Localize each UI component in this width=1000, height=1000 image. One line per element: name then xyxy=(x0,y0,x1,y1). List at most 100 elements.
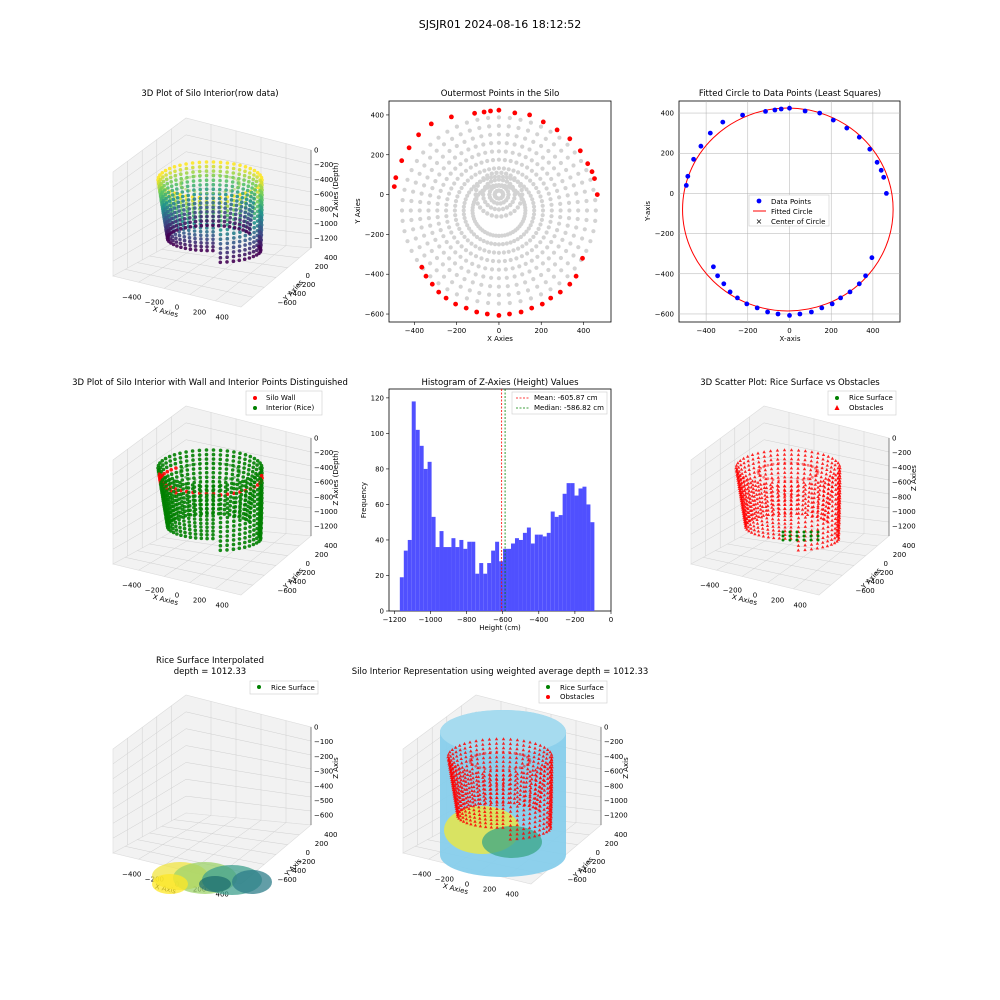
p8-point xyxy=(548,796,552,800)
p4-point xyxy=(181,491,186,496)
p8-point xyxy=(541,758,545,762)
p6-point xyxy=(741,505,745,509)
p8-point xyxy=(476,775,481,779)
p1-point xyxy=(167,218,171,222)
p1-inner-point xyxy=(223,190,227,194)
p6-point xyxy=(741,456,746,460)
p6-inner-point xyxy=(795,479,799,482)
p6-point xyxy=(747,468,751,471)
p1-point xyxy=(218,255,223,260)
p8-point xyxy=(482,769,486,773)
p1-point xyxy=(193,240,198,245)
p4-point xyxy=(249,482,253,487)
p2-inner-point xyxy=(584,208,590,213)
p4-point xyxy=(171,530,176,535)
p2-inner-point xyxy=(414,158,419,164)
p1-point xyxy=(205,205,209,210)
p7-grid-floor-a xyxy=(161,826,288,845)
p4-point xyxy=(259,463,264,468)
p5-bar xyxy=(562,493,567,611)
p8-point xyxy=(535,774,539,778)
p1-grid-side-h xyxy=(112,151,187,202)
p5-bar xyxy=(455,547,460,611)
p6-point xyxy=(810,491,814,495)
p2-inner-point xyxy=(516,246,521,251)
p5-bar xyxy=(566,483,571,611)
p8-point xyxy=(547,821,551,825)
p8-point xyxy=(460,798,465,801)
p6-point xyxy=(754,488,758,492)
p6-point xyxy=(741,507,745,511)
p6-ztick: −800 xyxy=(892,493,911,501)
p6-point xyxy=(816,504,820,508)
p6-inner-point xyxy=(771,462,775,466)
p2-inner-point xyxy=(444,214,449,219)
p8-point xyxy=(530,777,534,781)
p8-point xyxy=(533,834,537,838)
p1-grid-floor-b xyxy=(164,240,237,289)
p8-point xyxy=(454,804,458,808)
p4-grid-floor-b xyxy=(164,528,237,577)
p2-inner-point xyxy=(409,248,414,253)
p1-point xyxy=(173,232,178,237)
p8-point xyxy=(515,738,520,742)
p2-inner-point xyxy=(544,186,549,191)
p8-point xyxy=(495,759,499,763)
p8-point xyxy=(464,817,469,821)
p6-grid-floor-b xyxy=(716,526,790,571)
p8-point xyxy=(507,778,512,782)
p6-point xyxy=(803,487,808,491)
p7-surface-patch xyxy=(199,876,231,892)
p4-inner-point xyxy=(223,478,227,482)
p1-point xyxy=(167,166,172,171)
p2-inner-point xyxy=(419,225,424,230)
p8-point xyxy=(464,759,468,763)
p4-xtick: 400 xyxy=(215,602,228,610)
p4-point xyxy=(250,469,255,474)
p2-inner-point xyxy=(496,149,501,154)
p4-point xyxy=(193,528,198,533)
p4-point xyxy=(187,516,191,520)
p6-point xyxy=(826,525,830,529)
p6-point xyxy=(753,532,757,536)
p8-point xyxy=(459,818,463,822)
p4-point xyxy=(199,498,203,502)
p1-grid-floor-a xyxy=(137,262,265,288)
p1-point xyxy=(166,190,171,195)
p8-point xyxy=(461,806,466,810)
p4-point xyxy=(242,503,247,507)
p2-inner-point xyxy=(557,281,562,286)
p8-point xyxy=(488,760,492,764)
p1-point xyxy=(204,182,209,187)
p1-point xyxy=(193,233,197,237)
p2-inner-point xyxy=(488,179,494,184)
p6-point xyxy=(744,478,749,482)
p4-point xyxy=(223,494,227,498)
p1-point xyxy=(199,219,203,223)
p6-ztick: 0 xyxy=(892,435,896,443)
p6-point xyxy=(753,479,757,483)
p2-inner-point xyxy=(481,142,486,147)
p7-ytick: 200 xyxy=(315,840,328,848)
p6-inner-point xyxy=(759,474,762,478)
p8-point xyxy=(548,826,553,830)
p1-point xyxy=(243,238,247,243)
p1-point xyxy=(249,190,254,195)
p4-point xyxy=(174,524,178,528)
p1-ytick: −600 xyxy=(277,299,296,307)
p6-point xyxy=(743,469,747,473)
p4-point xyxy=(243,521,248,526)
p8-point xyxy=(533,825,537,828)
p6-point xyxy=(763,497,767,501)
p1-point xyxy=(247,231,251,235)
p1-point xyxy=(164,196,168,201)
p5-bar xyxy=(447,547,452,611)
p6-point xyxy=(759,487,763,491)
p2-inner-point xyxy=(488,284,493,289)
p1-point xyxy=(204,169,209,173)
p8-point xyxy=(478,797,482,801)
p2-inner-point xyxy=(462,139,467,144)
p2-inner-point xyxy=(464,258,469,263)
p6-point xyxy=(776,517,781,521)
p2-inner-point xyxy=(525,251,530,256)
